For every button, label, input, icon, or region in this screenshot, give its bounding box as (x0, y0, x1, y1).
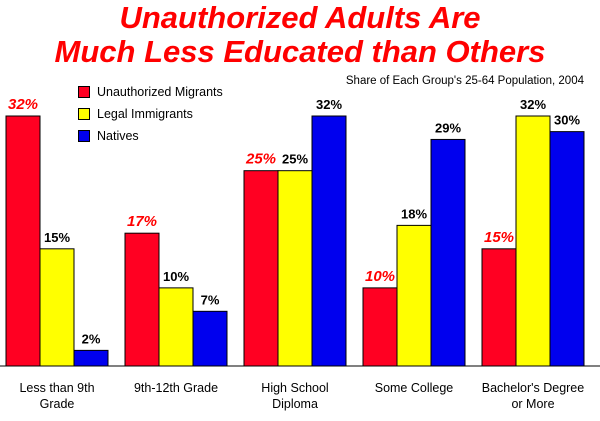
bar (192, 310, 228, 367)
bar (430, 138, 466, 367)
bar-value-label: 32% (8, 96, 38, 113)
x-tick-label-line: or More (511, 397, 554, 411)
bar (515, 115, 551, 367)
bar-value-label: 25% (245, 151, 276, 168)
legend-item-legal: Legal Immigrants (78, 103, 223, 125)
bar-value-label: 18% (401, 206, 427, 221)
bar-value-label: 10% (163, 269, 189, 284)
bar (5, 115, 41, 367)
bar-value-label: 29% (435, 120, 461, 135)
bar (39, 248, 75, 367)
x-tick-label-line: High School (261, 381, 328, 395)
x-tick-label: Some College (375, 381, 454, 395)
value-labels-layer: 32% 15% 2% 17% 10% 7% 25% 25% 32% 10% 18% 29% 15% 32%… (8, 96, 580, 346)
x-tick-label: 9th-12th Grade (134, 381, 218, 395)
bar (396, 224, 432, 367)
x-tick-label-line: 9th-12th Grade (134, 381, 218, 395)
legend-item-natives: Natives (78, 125, 223, 147)
bar (311, 115, 347, 367)
bar (243, 170, 279, 367)
bar-value-label: 17% (127, 213, 157, 230)
bar (549, 131, 585, 367)
x-tick-labels-layer: Less than 9th Grade 9th-12th Grade High Sch… (19, 381, 584, 411)
bar (362, 287, 398, 367)
legend-label-legal: Legal Immigrants (97, 107, 193, 121)
bar (73, 349, 109, 367)
bar-value-label: 30% (554, 113, 580, 128)
x-tick-label-line: Bachelor's Degree (482, 381, 584, 395)
chart-title-line-1: Unauthorized Adults Are (119, 0, 481, 35)
bar-value-label: 32% (316, 97, 342, 112)
bar-value-label: 2% (82, 331, 101, 346)
chart-title-line-2: Much Less Educated than Others (54, 34, 546, 69)
bars-layer (5, 115, 585, 367)
x-tick-label-line: Some College (375, 381, 454, 395)
bar-value-label: 10% (365, 268, 395, 285)
x-tick-label-line: Less than 9th (19, 381, 94, 395)
legend: Unauthorized Migrants Legal Immigrants N… (78, 81, 223, 147)
bar-value-label: 32% (520, 97, 546, 112)
bar-value-label: 15% (44, 230, 70, 245)
x-tick-label-line: Grade (40, 397, 75, 411)
x-tick-label-line: Diploma (272, 397, 318, 411)
legend-swatch-legal (78, 108, 90, 120)
legend-label-natives: Natives (97, 129, 139, 143)
bar-value-label: 15% (484, 229, 514, 246)
bar-value-label: 7% (201, 292, 220, 307)
legend-swatch-unauthorized (78, 86, 90, 98)
bar (158, 287, 194, 367)
x-tick-label: Bachelor's Degree or More (482, 381, 584, 411)
chart-subtitle: Share of Each Group's 25-64 Population, … (345, 75, 584, 87)
bar (277, 170, 313, 367)
x-tick-label: High School Diploma (261, 381, 328, 411)
legend-label-unauthorized: Unauthorized Migrants (97, 85, 223, 99)
legend-swatch-natives (78, 130, 90, 142)
legend-item-unauthorized: Unauthorized Migrants (78, 81, 223, 103)
bar-value-label: 25% (282, 152, 308, 167)
bar (124, 232, 160, 367)
bar (481, 248, 517, 367)
x-tick-label: Less than 9th Grade (19, 381, 94, 411)
